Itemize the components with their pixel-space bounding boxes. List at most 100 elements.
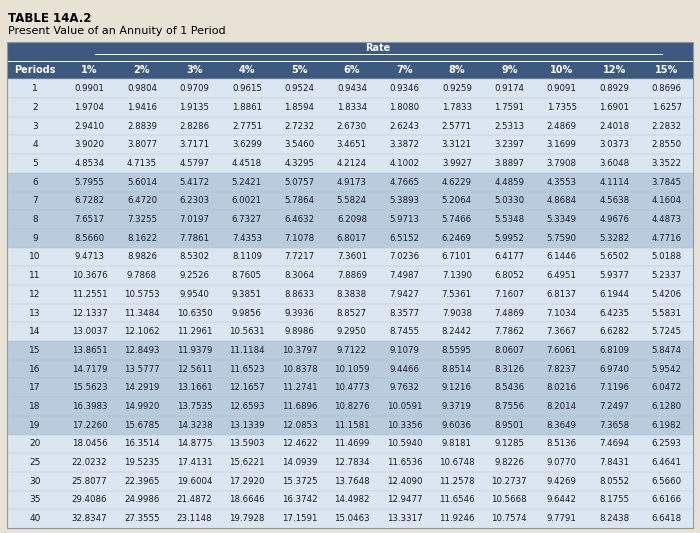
- Text: 4.7716: 4.7716: [652, 234, 682, 243]
- Text: 4.8534: 4.8534: [74, 159, 104, 168]
- Text: Rate: Rate: [365, 43, 391, 53]
- Text: 12.8493: 12.8493: [124, 346, 160, 355]
- Text: 6.6418: 6.6418: [652, 514, 682, 523]
- Text: 2.9410: 2.9410: [74, 122, 104, 131]
- Text: 5.7466: 5.7466: [442, 215, 472, 224]
- Bar: [7, 416, 693, 434]
- Text: 7.1607: 7.1607: [494, 290, 524, 299]
- Text: 1.8080: 1.8080: [389, 103, 419, 112]
- Text: 10.7574: 10.7574: [491, 514, 527, 523]
- Text: 4.4873: 4.4873: [652, 215, 682, 224]
- Text: 11.9246: 11.9246: [439, 514, 475, 523]
- Text: 5: 5: [32, 159, 38, 168]
- Text: 0.9259: 0.9259: [442, 84, 472, 93]
- Bar: [7, 285, 693, 304]
- Text: 10.5668: 10.5668: [491, 496, 527, 504]
- Text: 10.3356: 10.3356: [386, 421, 422, 430]
- Text: 0.9524: 0.9524: [284, 84, 314, 93]
- Text: 2%: 2%: [134, 65, 150, 75]
- Text: 5.9952: 5.9952: [494, 234, 524, 243]
- Text: 11.2551: 11.2551: [71, 290, 107, 299]
- Text: 12.9477: 12.9477: [386, 496, 422, 504]
- Text: 35: 35: [29, 496, 41, 504]
- Text: 25.8077: 25.8077: [71, 477, 107, 486]
- Text: 9.6442: 9.6442: [547, 496, 577, 504]
- Text: 8.5595: 8.5595: [442, 346, 472, 355]
- Text: 8.2014: 8.2014: [547, 402, 577, 411]
- Text: 11.4699: 11.4699: [334, 439, 370, 448]
- Text: 11.1184: 11.1184: [229, 346, 265, 355]
- Text: 12.0853: 12.0853: [281, 421, 317, 430]
- Text: 24.9986: 24.9986: [125, 496, 160, 504]
- Text: 9.6036: 9.6036: [442, 421, 472, 430]
- Text: 4.1604: 4.1604: [652, 196, 682, 205]
- Text: 9: 9: [32, 234, 38, 243]
- Text: 7.8869: 7.8869: [337, 271, 367, 280]
- Text: 7.1034: 7.1034: [547, 309, 577, 318]
- Text: 3.3872: 3.3872: [389, 140, 419, 149]
- Text: 7.7217: 7.7217: [284, 253, 314, 262]
- Bar: [483, 61, 536, 79]
- Text: Periods: Periods: [15, 65, 56, 75]
- Bar: [430, 61, 483, 79]
- Text: 2: 2: [32, 103, 38, 112]
- Text: 14.0939: 14.0939: [281, 458, 317, 467]
- Text: 8%: 8%: [449, 65, 466, 75]
- Text: 8.5136: 8.5136: [547, 439, 577, 448]
- Text: 7.1078: 7.1078: [284, 234, 314, 243]
- Text: 0.9346: 0.9346: [389, 84, 419, 93]
- Bar: [7, 248, 693, 266]
- Text: 11.2741: 11.2741: [281, 383, 317, 392]
- Text: 12.4622: 12.4622: [281, 439, 317, 448]
- Text: 6.1944: 6.1944: [599, 290, 629, 299]
- Text: 2.5313: 2.5313: [494, 122, 524, 131]
- Text: 11: 11: [29, 271, 41, 280]
- Text: 12.6593: 12.6593: [229, 402, 265, 411]
- Text: 8.7605: 8.7605: [232, 271, 262, 280]
- Text: 4: 4: [32, 140, 38, 149]
- Text: 10.5631: 10.5631: [229, 327, 265, 336]
- Text: 7.7862: 7.7862: [494, 327, 524, 336]
- Text: 6.8017: 6.8017: [337, 234, 367, 243]
- Text: 7.4869: 7.4869: [494, 309, 524, 318]
- Text: 13.5777: 13.5777: [124, 365, 160, 374]
- Text: 2.4018: 2.4018: [599, 122, 629, 131]
- Text: 8.9826: 8.9826: [127, 253, 157, 262]
- Text: 9.3719: 9.3719: [442, 402, 472, 411]
- Text: 9.4713: 9.4713: [74, 253, 104, 262]
- Text: 9.4269: 9.4269: [547, 477, 577, 486]
- Text: 10.0591: 10.0591: [386, 402, 422, 411]
- Text: 5.2421: 5.2421: [232, 177, 262, 187]
- Bar: [640, 61, 693, 79]
- Text: 13: 13: [29, 309, 41, 318]
- Text: 6.5152: 6.5152: [389, 234, 419, 243]
- Text: 7.3667: 7.3667: [547, 327, 577, 336]
- Text: 3.9927: 3.9927: [442, 159, 472, 168]
- Text: 5.5831: 5.5831: [652, 309, 682, 318]
- Text: 4.9676: 4.9676: [599, 215, 629, 224]
- Text: 8.1755: 8.1755: [599, 496, 629, 504]
- Text: 4.4518: 4.4518: [232, 159, 262, 168]
- Text: 12%: 12%: [603, 65, 626, 75]
- Text: 7.1390: 7.1390: [442, 271, 472, 280]
- Bar: [7, 378, 693, 397]
- Text: 6.0472: 6.0472: [652, 383, 682, 392]
- Text: 1.6901: 1.6901: [599, 103, 629, 112]
- Text: 1.9416: 1.9416: [127, 103, 157, 112]
- Text: 25: 25: [29, 458, 41, 467]
- Text: 3.1699: 3.1699: [547, 140, 577, 149]
- Bar: [7, 229, 693, 248]
- Text: 5.7245: 5.7245: [652, 327, 682, 336]
- Text: 14: 14: [29, 327, 41, 336]
- Text: 8.5436: 8.5436: [494, 383, 524, 392]
- Text: 16.3983: 16.3983: [71, 402, 107, 411]
- Text: 12.1062: 12.1062: [124, 327, 160, 336]
- Text: 3.2397: 3.2397: [494, 140, 524, 149]
- Bar: [7, 61, 63, 79]
- Text: 1.8334: 1.8334: [337, 103, 367, 112]
- Text: 2.7751: 2.7751: [232, 122, 262, 131]
- Text: 1.8861: 1.8861: [232, 103, 262, 112]
- Text: 10.4773: 10.4773: [334, 383, 370, 392]
- Text: 0.9091: 0.9091: [547, 84, 577, 93]
- Text: 17.2260: 17.2260: [71, 421, 107, 430]
